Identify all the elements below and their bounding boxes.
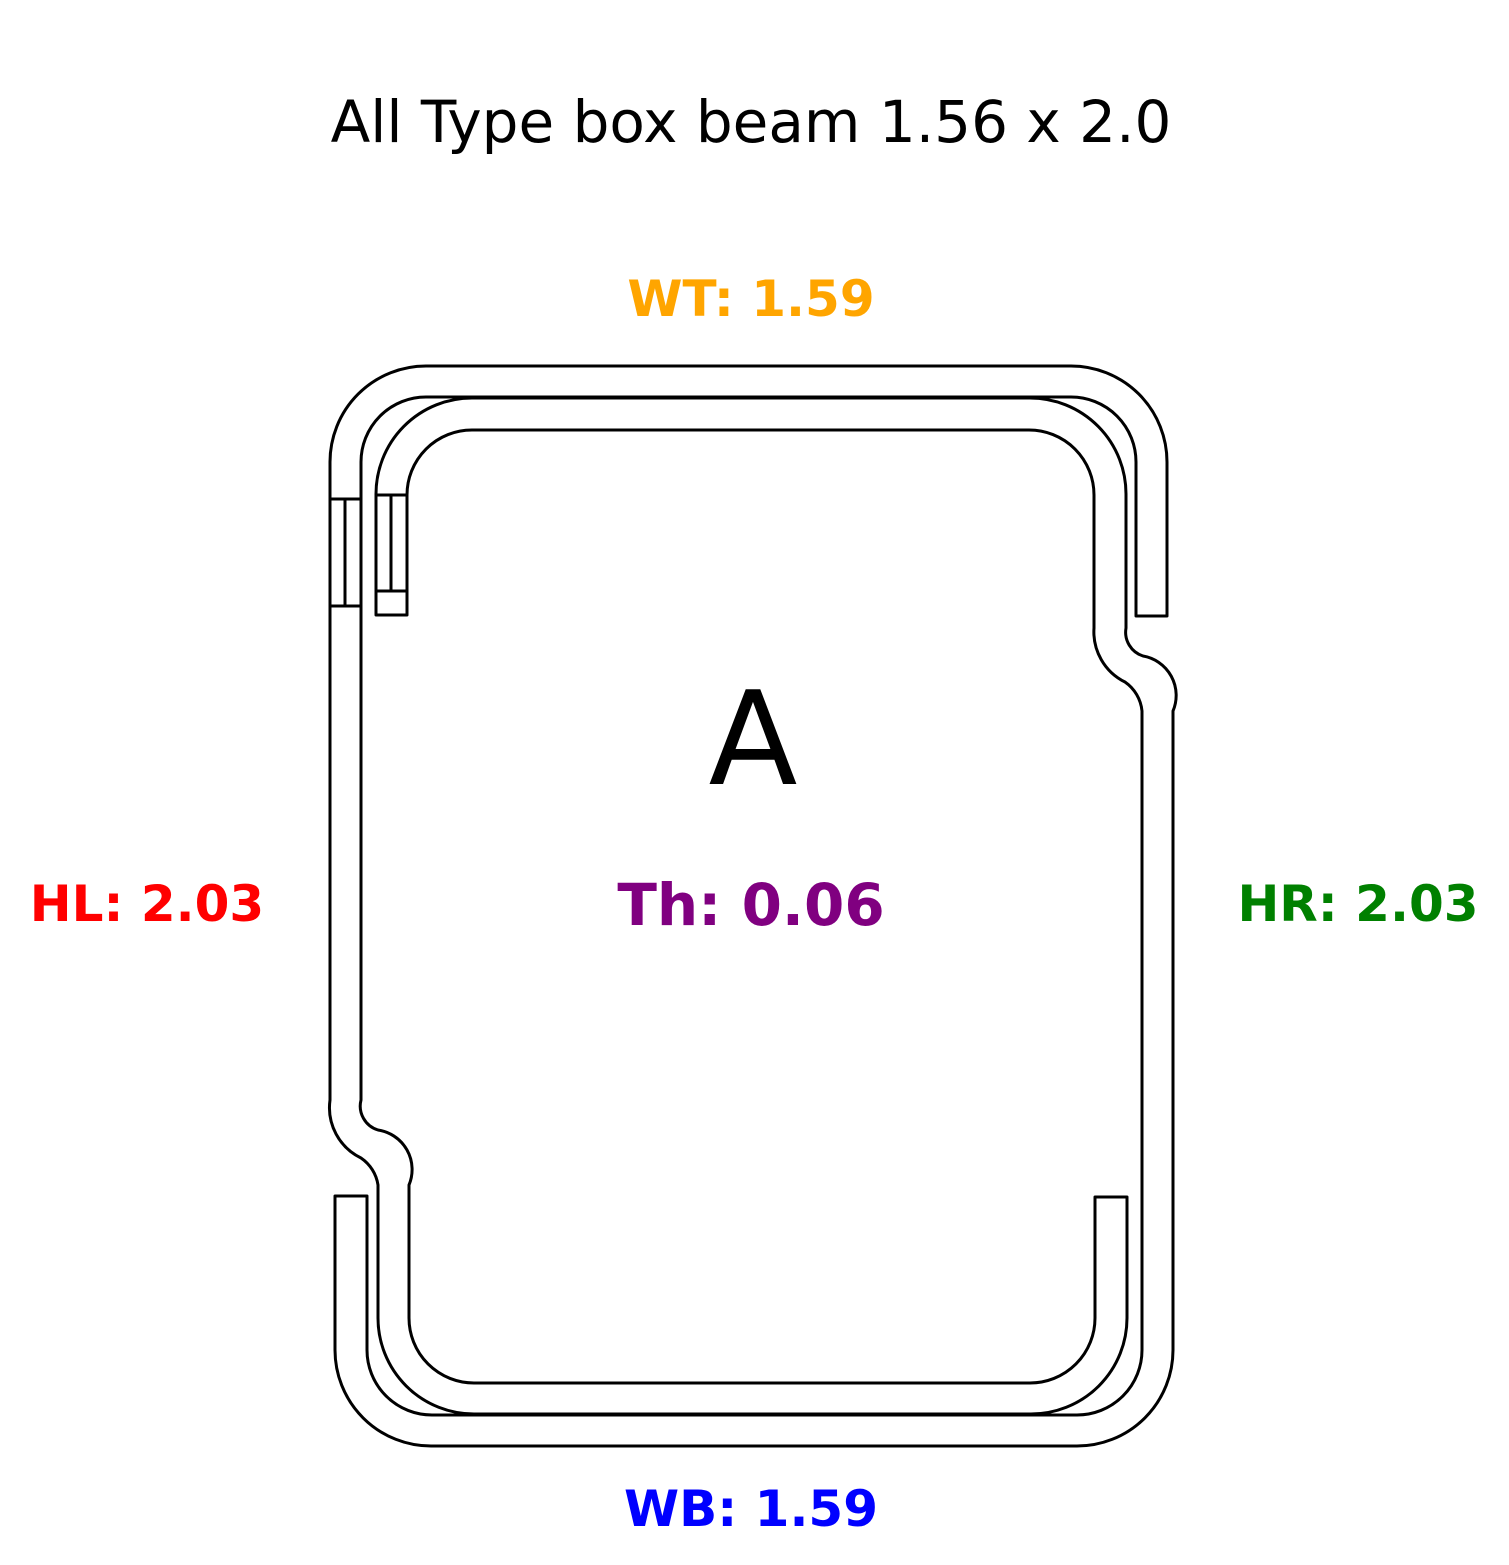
right-height-label: HR: 2.03 — [1237, 875, 1478, 933]
inner-upper-channel — [333, 396, 1178, 1448]
top-width-label: WT: 1.59 — [627, 270, 874, 328]
bottom-width-label: WB: 1.59 — [624, 1480, 878, 1538]
thickness-label: Th: 0.06 — [617, 871, 884, 939]
outer-upper-channel — [328, 364, 1169, 1416]
section-label: A — [709, 663, 798, 815]
diagram-title: All Type box beam 1.56 x 2.0 — [331, 88, 1172, 156]
left-height-label: HL: 2.03 — [30, 875, 264, 933]
